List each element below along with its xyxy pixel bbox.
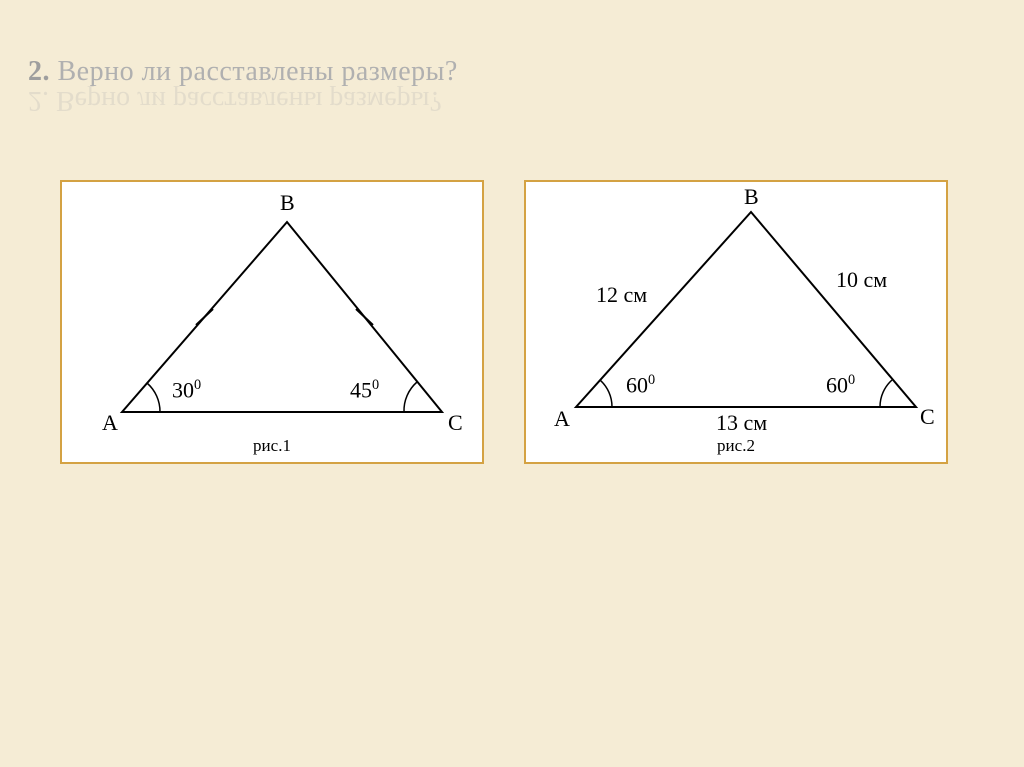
angle-a-value: 300 <box>172 377 201 403</box>
tick-ab <box>196 309 213 325</box>
angle-arc-a <box>147 383 160 412</box>
angle-a2-value: 600 <box>626 372 655 398</box>
tick-bc <box>356 309 373 325</box>
vertex-c-label: C <box>448 410 463 436</box>
vertex-b2-label: B <box>744 184 759 210</box>
triangle-1 <box>122 222 442 412</box>
side-ab-label: 12 см <box>596 282 647 308</box>
vertex-b-label: B <box>280 190 295 216</box>
panels-container: B A C 300 450 рис.1 B A C 12 см 10 см 13… <box>60 180 948 464</box>
vertex-c2-label: C <box>920 404 935 430</box>
figure-1-caption: рис.1 <box>253 436 291 456</box>
side-bc-label: 10 см <box>836 267 887 293</box>
angle-arc-a2 <box>600 380 612 407</box>
question-text: Верно ли расставлены размеры? <box>58 56 458 87</box>
angle-arc-c2 <box>880 380 892 407</box>
angle-arc-c <box>404 382 417 412</box>
vertex-a-label: A <box>102 410 118 436</box>
title-reflection: 2. Верно ли расставлены размеры? <box>28 84 458 116</box>
figure-2-panel: B A C 12 см 10 см 13 см 600 600 рис.2 <box>524 180 948 464</box>
side-ac-label: 13 см <box>716 410 767 436</box>
angle-c2-value: 600 <box>826 372 855 398</box>
figure-1-panel: B A C 300 450 рис.1 <box>60 180 484 464</box>
question-number: 2. <box>28 56 50 87</box>
figure-2-caption: рис.2 <box>717 436 755 456</box>
triangle-1-svg <box>62 182 482 462</box>
vertex-a2-label: A <box>554 406 570 432</box>
angle-c-value: 450 <box>350 377 379 403</box>
title-block: 2. Верно ли расставлены размеры? 2. Верн… <box>28 56 458 116</box>
